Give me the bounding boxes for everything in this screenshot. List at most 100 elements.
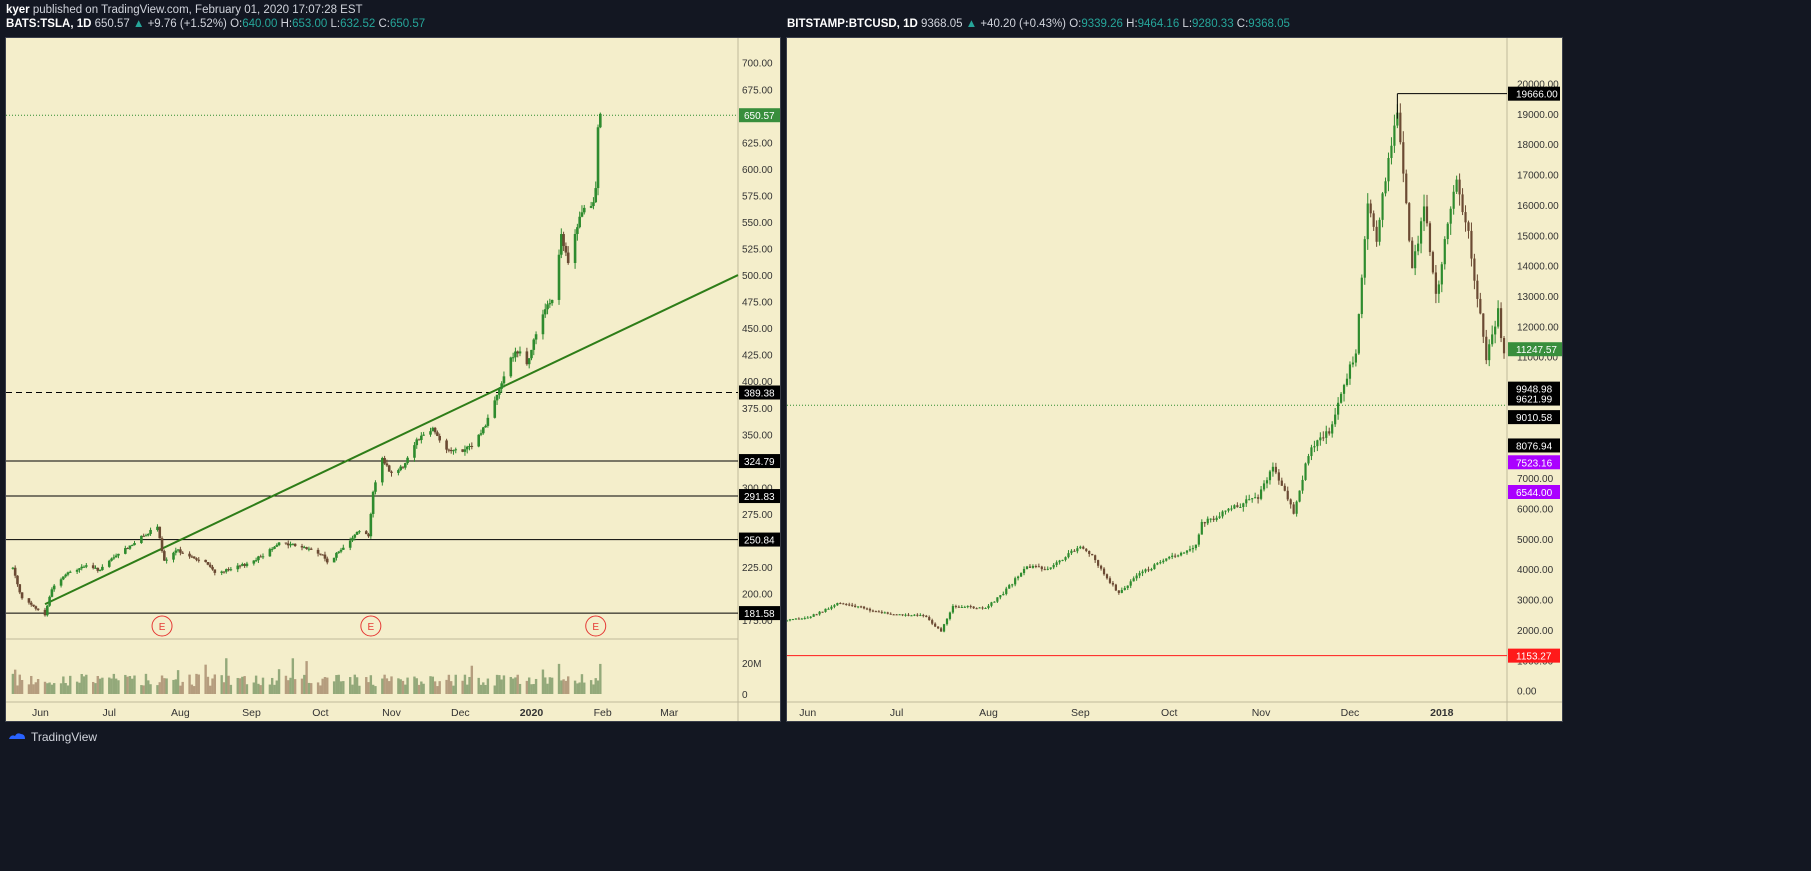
candle-body: [963, 606, 966, 608]
candle-body: [1156, 563, 1159, 565]
candle-body: [582, 207, 586, 213]
candle-body: [1366, 203, 1369, 240]
candle-body: [1043, 569, 1046, 571]
candle-body: [367, 534, 370, 537]
candle-body: [353, 534, 357, 538]
candle-body: [484, 425, 487, 428]
candle-body: [1141, 571, 1144, 574]
btc-chart[interactable]: 20000.00 19000.00 18000.00 17000.00 16000.00…: [785, 38, 1562, 721]
candle-body: [548, 303, 552, 305]
volume-bar: [197, 674, 200, 694]
volume-bar: [596, 680, 600, 694]
candle-body: [369, 513, 373, 537]
candle-body: [36, 608, 40, 610]
volume-bar: [91, 681, 95, 694]
candle-body: [211, 566, 214, 570]
volume-bar: [270, 677, 274, 694]
candle-body: [32, 604, 35, 607]
candle-body: [580, 212, 584, 217]
candle-body: [493, 400, 497, 418]
candle-body: [1339, 393, 1343, 403]
tradingview-footer[interactable]: TradingView: [8, 730, 97, 744]
candle-body: [1070, 550, 1073, 554]
candle-body: [839, 603, 842, 605]
candle-body: [1298, 490, 1301, 502]
candle-body: [1387, 157, 1390, 182]
earnings-marker-label: E: [368, 622, 375, 633]
candle-body: [270, 548, 274, 550]
candle-body: [1046, 568, 1049, 570]
volume-bar: [149, 684, 152, 694]
candle-body: [319, 553, 322, 555]
volume-bar: [374, 686, 377, 694]
candle-body: [1094, 555, 1097, 561]
candle-body: [862, 606, 866, 609]
level-label: 291.83: [744, 492, 775, 503]
candle-body: [34, 606, 38, 609]
candle-body: [1162, 560, 1165, 563]
candle-body: [1120, 589, 1123, 593]
tradingview-logo-icon: [9, 733, 25, 739]
candle-body: [1331, 424, 1334, 434]
volume-bar: [388, 681, 391, 694]
volume-bar: [433, 681, 437, 694]
candle-body: [1499, 308, 1503, 339]
candle-body: [904, 614, 907, 616]
volume-bar: [566, 676, 570, 694]
btc-chart-panel[interactable]: 20000.00 19000.00 18000.00 17000.00 16000.00…: [785, 37, 1563, 722]
author-name[interactable]: kyer: [6, 4, 30, 16]
tsla-chart-panel[interactable]: 700.00675.00650.00625.00600.00575.00550.…: [5, 37, 781, 722]
candle-body: [1209, 518, 1212, 520]
volume-bar: [431, 676, 435, 694]
candle-body: [1411, 240, 1414, 269]
candle-body: [80, 566, 84, 569]
volume-bar: [190, 684, 194, 694]
candle-body: [1011, 584, 1014, 586]
candle-body: [960, 606, 963, 608]
btc-low: 9280.33: [1192, 18, 1234, 30]
candle-body: [449, 449, 453, 452]
candle-body: [1434, 272, 1437, 294]
candle-body: [562, 234, 565, 246]
volume-bar: [404, 684, 407, 694]
level-label: 181.58: [744, 609, 775, 620]
candle-body: [857, 606, 860, 608]
volume-bar: [112, 673, 116, 694]
volume-bar: [544, 677, 547, 694]
volume-bar: [305, 661, 308, 694]
candle-body: [1289, 499, 1292, 505]
candle-body: [999, 595, 1002, 598]
volume-bar: [220, 675, 223, 694]
candle-body: [481, 427, 485, 434]
candle-body: [307, 548, 311, 550]
volume-bar: [358, 685, 361, 694]
candle-body: [1271, 466, 1275, 472]
candle-body: [1171, 555, 1174, 557]
candle-body: [560, 234, 563, 255]
y-tick-label: 500.00: [742, 271, 773, 282]
candle-body: [1108, 578, 1112, 583]
volume-bar: [30, 675, 33, 694]
volume-bar: [96, 675, 99, 694]
volume-bar: [365, 677, 368, 694]
candle-body: [833, 605, 836, 607]
candle-body: [94, 567, 97, 569]
candle-body: [913, 614, 916, 616]
candle-body: [431, 427, 435, 432]
candle-body: [1334, 414, 1337, 425]
x-tick-label: Jul: [890, 707, 903, 719]
candle-body: [289, 544, 292, 546]
candle-body: [257, 556, 260, 561]
volume-bar: [415, 678, 418, 694]
candle-body: [1185, 550, 1189, 553]
btc-close: 9368.05: [1248, 18, 1290, 30]
candle-body: [836, 603, 839, 606]
candle-body: [420, 435, 423, 440]
candle-body: [146, 533, 150, 536]
candle-body: [1168, 556, 1171, 559]
current-price-label: 11247.57: [1516, 345, 1557, 356]
candle-body: [1102, 568, 1106, 575]
volume-bar: [160, 675, 164, 694]
candle-body: [142, 535, 145, 537]
tsla-chart[interactable]: 700.00675.00650.00625.00600.00575.00550.…: [6, 38, 781, 721]
